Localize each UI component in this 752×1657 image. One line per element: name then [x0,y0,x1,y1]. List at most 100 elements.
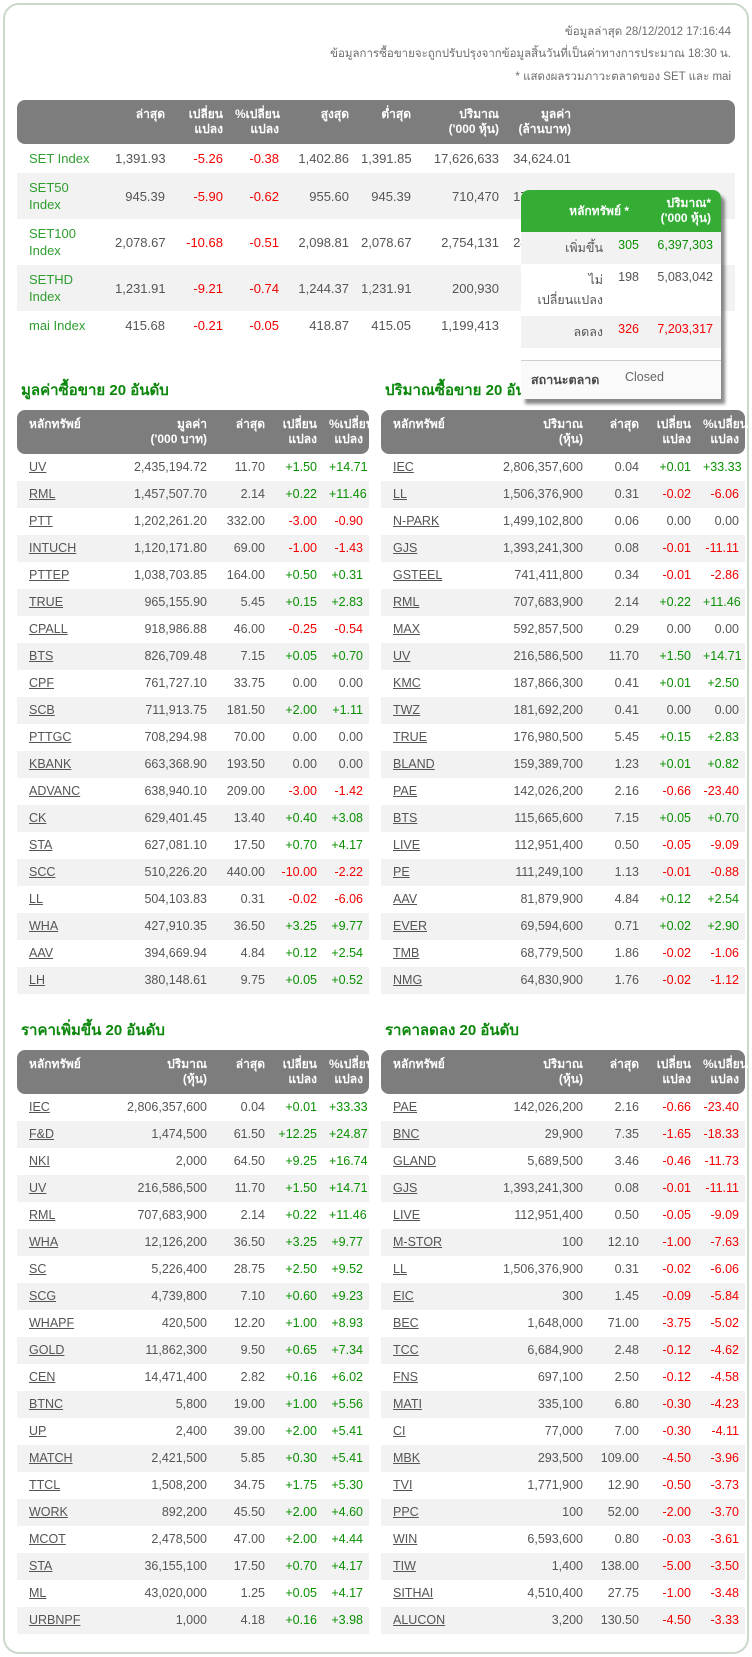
stock-symbol-link[interactable]: PAE [393,1100,418,1115]
index-value: -9.21 [171,265,229,312]
quantity-cell: 918,986.88 [144,622,207,637]
stock-symbol-link[interactable]: EIC [393,1289,414,1304]
stock-symbol-link[interactable]: WHAPF [29,1316,75,1331]
stock-symbol-link[interactable]: INTUCH [29,541,77,556]
stock-symbol-link[interactable]: GOLD [29,1343,65,1358]
stock-symbol-link[interactable]: MCOT [29,1532,66,1547]
stock-symbol-link[interactable]: WIN [393,1532,418,1547]
stock-symbol-link[interactable]: PTTGC [29,730,72,745]
stock-symbol-link[interactable]: BTS [393,811,418,826]
stock-symbol-link[interactable]: TTCL [29,1478,61,1493]
table-row: BTS 826,709.48 7.15 +0.05 +0.70 [17,643,369,671]
stock-symbol-link[interactable]: MBK [393,1451,421,1466]
stock-symbol-link[interactable]: LIVE [393,1208,421,1223]
quantity-cell: 707,683,900 [461,589,589,617]
spacer [521,348,721,360]
stock-symbol-link[interactable]: AAV [393,892,418,907]
stock-symbol-link[interactable]: MAX [393,622,421,637]
stock-symbol-link[interactable]: PPC [393,1505,419,1520]
stock-symbol-link[interactable]: CK [29,811,47,826]
stock-symbol-link[interactable]: SCB [29,703,55,718]
stock-symbol-link[interactable]: GLAND [393,1154,437,1169]
stock-symbol-link[interactable]: TWZ [393,703,421,718]
change-cell: +1.00 [271,1391,323,1419]
stock-symbol-link[interactable]: UV [393,649,411,664]
stock-symbol-link[interactable]: SCG [29,1289,57,1304]
stock-symbol-link[interactable]: CPALL [29,622,68,637]
stock-symbol-link[interactable]: WHA [29,1235,59,1250]
stock-symbol-link[interactable]: SC [29,1262,47,1277]
stock-symbol-link[interactable]: MATCH [29,1451,73,1466]
stock-symbol-link[interactable]: IEC [29,1100,50,1115]
stock-symbol-link[interactable]: LH [29,973,45,988]
last-price-cell: 28.75 [233,1262,265,1277]
pct-change-cell: +2.50 [707,676,739,691]
stock-symbol-link[interactable]: EVER [393,919,428,934]
stock-symbol-link[interactable]: BLAND [393,757,435,772]
stock-symbol-link[interactable]: LL [393,1262,407,1277]
stock-symbol-link[interactable]: WORK [29,1505,68,1520]
stock-symbol-link[interactable]: N-PARK [393,514,440,529]
stock-symbol-link[interactable]: LL [29,892,43,907]
stock-symbol-link[interactable]: UV [29,1181,47,1196]
stock-symbol-link[interactable]: KBANK [29,757,72,772]
stock-symbol-link[interactable]: TRUE [29,595,64,610]
stock-symbol-link[interactable]: AAV [29,946,54,961]
stock-symbol-link[interactable]: PTTEP [29,568,70,583]
stock-symbol-link[interactable]: TCC [393,1343,419,1358]
stock-symbol-link[interactable]: KMC [393,676,421,691]
stock-symbol-link[interactable]: URBNPF [29,1613,81,1628]
stock-symbol-link[interactable]: ALUCON [393,1613,446,1628]
stock-symbol-link[interactable]: ML [29,1586,47,1601]
stock-symbol-link[interactable]: TIW [393,1559,416,1574]
stock-symbol-link[interactable]: CPF [29,676,54,691]
stock-symbol-link[interactable]: UP [29,1424,47,1439]
stock-symbol-link[interactable]: TMB [393,946,420,961]
stock-symbol-link[interactable]: CI [393,1424,406,1439]
quantity-cell: 115,665,600 [461,805,589,833]
change-cell: -0.50 [662,1478,692,1493]
change-cell: -4.50 [645,1607,697,1635]
index-column-header: ต่ำสุด [355,100,417,145]
pct-change-cell: -9.09 [710,1208,740,1223]
pct-change-cell: -9.09 [710,838,740,853]
stock-symbol-link[interactable]: LL [393,487,407,502]
stock-symbol-link[interactable]: LIVE [393,838,421,853]
stock-symbol-link[interactable]: SITHAI [393,1586,434,1601]
quantity-cell: 892,200 [93,1499,213,1527]
stock-symbol-link[interactable]: NKI [29,1154,50,1169]
table-row: IEC 2,806,357,600 0.04 +0.01 +33.33 [17,1094,369,1121]
stock-symbol-link[interactable]: ADVANC [29,784,81,799]
stock-symbol-link[interactable]: STA [29,1559,53,1574]
stock-symbol-link[interactable]: GJS [393,541,418,556]
stock-symbol-link[interactable]: M-STOR [393,1235,443,1250]
quantity-cell: 663,368.90 [93,751,213,779]
stock-symbol-link[interactable]: BTNC [29,1397,64,1412]
stock-symbol-link[interactable]: CEN [29,1370,56,1385]
stock-symbol-link[interactable]: PE [393,865,410,880]
stock-symbol-link[interactable]: STA [29,838,53,853]
stock-symbol-link[interactable]: UV [29,460,47,475]
stock-symbol-link[interactable]: IEC [393,460,414,475]
stock-symbol-link[interactable]: RML [29,487,56,502]
symbol-cell: LL [381,1256,461,1283]
stock-symbol-link[interactable]: BEC [393,1316,419,1331]
stock-symbol-link[interactable]: GSTEEL [393,568,443,583]
index-column-header: สูงสุด [285,100,355,145]
symbol-cell: BLAND [381,751,461,779]
stock-symbol-link[interactable]: SCC [29,865,56,880]
stock-symbol-link[interactable]: BTS [29,649,54,664]
stock-symbol-link[interactable]: GJS [393,1181,418,1196]
stock-symbol-link[interactable]: RML [393,595,420,610]
stock-symbol-link[interactable]: MATI [393,1397,422,1412]
stock-symbol-link[interactable]: NMG [393,973,423,988]
stock-symbol-link[interactable]: PTT [29,514,53,529]
stock-symbol-link[interactable]: WHA [29,919,59,934]
stock-symbol-link[interactable]: TVI [393,1478,413,1493]
stock-symbol-link[interactable]: TRUE [393,730,428,745]
stock-symbol-link[interactable]: F&D [29,1127,54,1142]
stock-symbol-link[interactable]: PAE [393,784,418,799]
stock-symbol-link[interactable]: BNC [393,1127,420,1142]
stock-symbol-link[interactable]: RML [29,1208,56,1223]
stock-symbol-link[interactable]: FNS [393,1370,418,1385]
